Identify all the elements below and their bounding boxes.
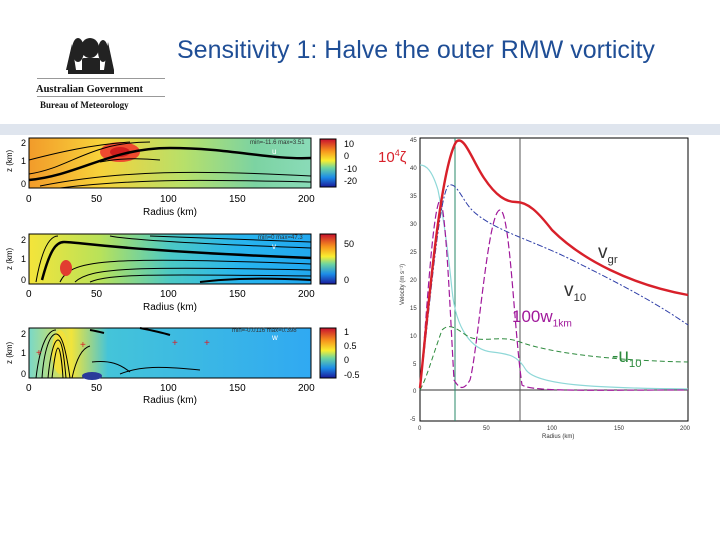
y-tick: 40	[410, 166, 417, 172]
logo-line2: Bureau of Meteorology	[40, 100, 129, 110]
panel-v-ylabel: z (km)	[5, 247, 14, 270]
panel-u-xlabel: Radius (km)	[143, 207, 197, 218]
y-tick: 25	[410, 250, 417, 256]
curve-zeta	[419, 164, 689, 390]
label-v10: v10	[564, 280, 587, 304]
panel-u: min=-11.6 max=3.51 u z (km) 2 1 0 0 50 1…	[5, 137, 357, 218]
panel-v: min=0 max=47.3 v z (km) 2 1 0 0 50 100 1…	[5, 233, 354, 313]
panel-w: + + + + min=-0.0116 max=0.398 w z (km) 2…	[5, 327, 360, 406]
slide-title: Sensitivity 1: Halve the outer RMW vorti…	[177, 36, 655, 64]
label-vgr: vgr	[598, 242, 618, 266]
x-tick: 0	[418, 426, 422, 432]
x-tick: 50	[483, 426, 490, 432]
y-tick: 5	[413, 362, 417, 368]
label-u10: -u10	[612, 346, 642, 370]
panel-v-cbtick: 0	[344, 275, 349, 285]
y-tick: 15	[410, 306, 417, 312]
y-ticks: 45 40 35 30 25 20 15 10 5 0 -5	[410, 138, 417, 423]
panel-v-xtick: 200	[298, 289, 315, 300]
y-tick: 20	[410, 278, 417, 284]
panel-v-xtick: 150	[229, 289, 246, 300]
y-tick: 30	[410, 222, 417, 228]
panel-w-var: w	[271, 333, 278, 342]
panel-u-cbtick: 10	[344, 139, 354, 149]
x-axis-label: Radius (km)	[542, 434, 574, 440]
panel-w-xtick: 100	[160, 383, 177, 394]
panel-w-xtick: 50	[91, 383, 103, 394]
panel-w-xtick: 0	[26, 383, 32, 394]
curve-u10	[419, 326, 689, 391]
panel-w-cbtick: 1	[344, 327, 349, 337]
panel-v-cbtick: 50	[344, 239, 354, 249]
panel-w-mark: +	[204, 338, 210, 349]
contour-panels: min=-11.6 max=3.51 u z (km) 2 1 0 0 50 1…	[5, 137, 360, 406]
panel-w-mark: +	[172, 338, 178, 349]
plot-frame	[419, 137, 689, 422]
panel-w-mark: +	[36, 348, 42, 359]
curve-vgr	[418, 139, 689, 389]
x-tick: 100	[547, 426, 558, 432]
panel-v-colorbar	[319, 233, 337, 285]
y-tick: 45	[410, 138, 417, 144]
y-tick: -5	[410, 417, 416, 423]
coat-of-arms-icon: Australian Government Bureau of Meteorol…	[36, 38, 165, 110]
panel-w-ytick: 2	[21, 329, 26, 339]
panel-u-ytick: 0	[21, 179, 26, 189]
panel-w-colorbar	[319, 327, 337, 379]
panel-v-ytick: 2	[21, 235, 26, 245]
panel-u-xtick: 50	[91, 194, 103, 205]
x-tick: 150	[614, 426, 625, 432]
panel-w-xlabel: Radius (km)	[143, 395, 197, 406]
panel-u-cbtick: 0	[344, 151, 349, 161]
panel-w-ytick: 0	[21, 369, 26, 379]
y-tick: 0	[413, 389, 417, 395]
panel-w-minmax: min=-0.0116 max=0.398	[232, 328, 297, 334]
header-band	[0, 124, 720, 135]
y-axis-label: Velocity (m s⁻¹)	[400, 264, 406, 305]
panel-v-xlabel: Radius (km)	[143, 302, 197, 313]
label-w1km: 100w1km	[512, 307, 572, 330]
panel-u-xtick: 150	[229, 194, 246, 205]
x-tick: 200	[680, 426, 691, 432]
panel-v-xtick: 0	[26, 289, 32, 300]
panel-v-ytick: 0	[21, 275, 26, 285]
panel-u-var: u	[272, 147, 276, 156]
bom-logo: Australian Government Bureau of Meteorol…	[30, 30, 168, 115]
panel-v-xtick: 50	[91, 289, 103, 300]
panel-w-ytick: 1	[21, 348, 26, 358]
panel-w-cbtick: 0.5	[344, 341, 357, 351]
panel-u-colorbar	[319, 138, 337, 188]
panel-u-ylabel: z (km)	[5, 149, 14, 172]
panel-w-ylabel: z (km)	[5, 341, 14, 364]
curve-w1km	[419, 199, 689, 391]
panel-u-cbtick: -20	[344, 176, 357, 186]
panel-w-mark: +	[80, 340, 86, 351]
panel-w-cbtick: -0.5	[344, 370, 360, 380]
panel-u-ytick: 2	[21, 138, 26, 148]
panel-u-ytick: 1	[21, 156, 26, 166]
velocity-profile-plot: 45 40 35 30 25 20 15 10 5 0 -5 0 50 100 …	[400, 137, 691, 440]
panel-u-cbtick: -10	[344, 164, 357, 174]
x-ticks: 0 50 100 150 200	[418, 426, 691, 432]
panel-w-xtick: 200	[298, 383, 315, 394]
panel-v-xtick: 100	[160, 289, 177, 300]
label-zeta: 104ζ	[378, 148, 407, 166]
panel-u-xtick: 100	[160, 194, 177, 205]
panel-v-var: v	[272, 242, 276, 251]
panel-u-xtick: 0	[26, 194, 32, 205]
panel-w-cbtick: 0	[344, 355, 349, 365]
panel-u-xtick: 200	[298, 194, 315, 205]
panel-v-ytick: 1	[21, 254, 26, 264]
panel-v-minmax: min=0 max=47.3	[258, 235, 303, 241]
panel-w-xtick: 150	[229, 383, 246, 394]
logo-line1: Australian Government	[36, 84, 144, 95]
panel-u-minmax: min=-11.6 max=3.51	[250, 140, 305, 146]
y-tick: 10	[410, 334, 417, 340]
y-tick: 35	[410, 194, 417, 200]
